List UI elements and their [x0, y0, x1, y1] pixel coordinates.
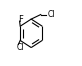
Text: F: F [18, 15, 23, 24]
Text: Cl: Cl [17, 43, 24, 52]
Text: Cl: Cl [47, 10, 55, 19]
